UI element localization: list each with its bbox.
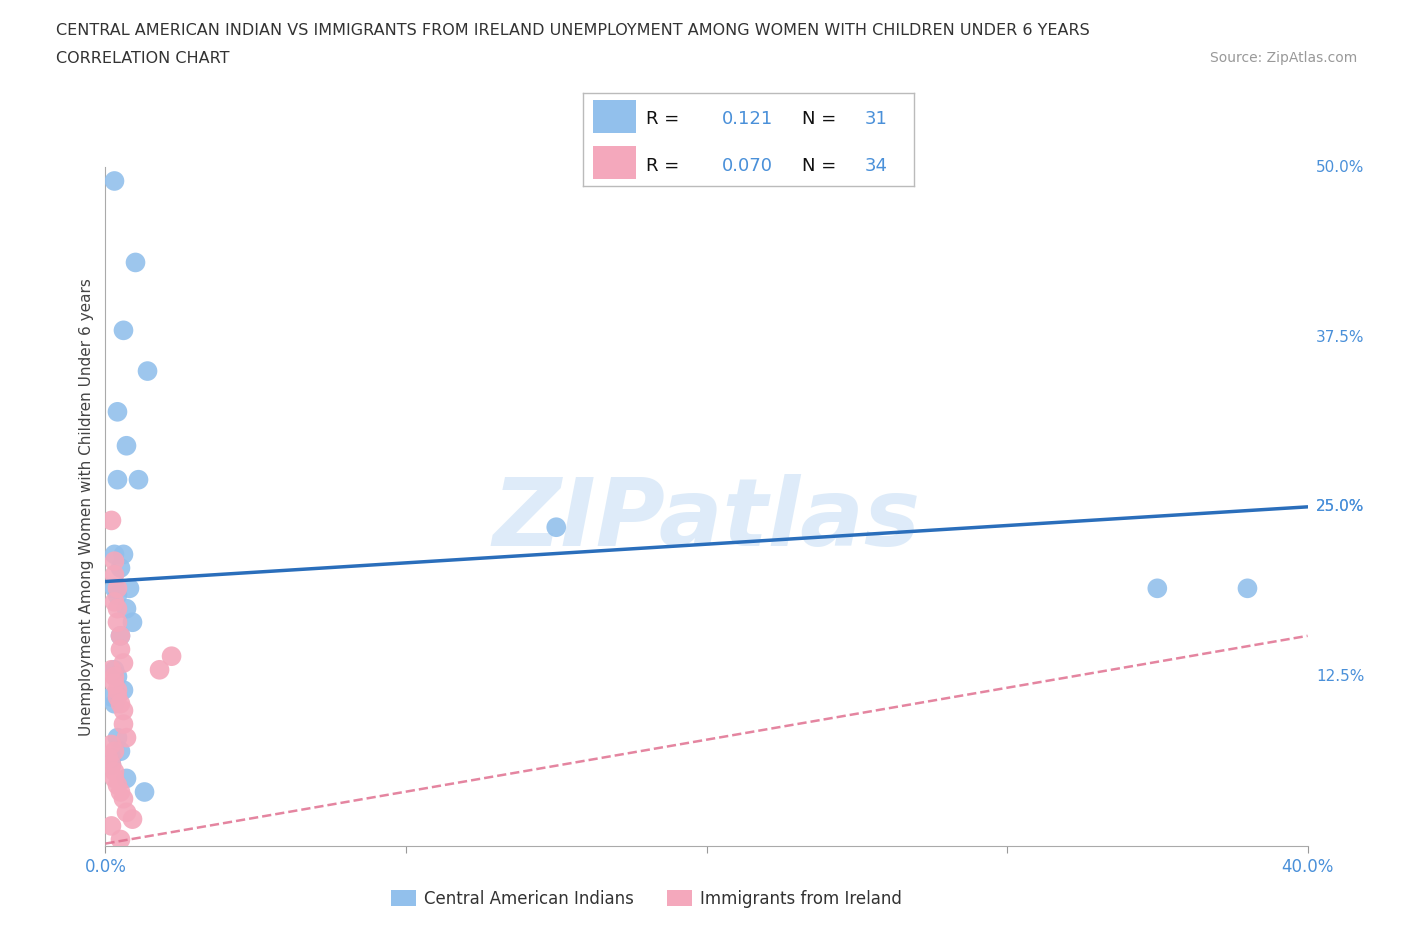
Point [107,405,129,419]
Point [110,561,132,576]
Text: ZIPatlas: ZIPatlas [492,474,921,566]
Point [110,642,132,657]
Text: 0.121: 0.121 [723,110,773,128]
Point [115,771,138,786]
Point [110,697,132,711]
Point [110,785,132,800]
Text: 25.0%: 25.0% [1316,499,1364,514]
Point [121,615,143,630]
Point [103,581,125,596]
Text: 37.5%: 37.5% [1316,329,1364,345]
Point [100,757,122,772]
Text: 0.070: 0.070 [723,156,773,175]
Point [100,737,122,751]
Point [107,588,129,603]
Point [103,771,125,786]
Point [110,629,132,644]
Text: R =: R = [647,156,679,175]
Point [107,730,129,745]
Point [107,602,129,617]
Text: 12.5%: 12.5% [1316,669,1364,684]
Point [112,656,135,671]
Point [124,255,146,270]
Point [110,629,132,644]
Point [134,785,156,800]
Point [115,805,138,820]
Point [115,730,138,745]
Point [103,553,125,568]
Text: CENTRAL AMERICAN INDIAN VS IMMIGRANTS FROM IRELAND UNEMPLOYMENT AMONG WOMEN WITH: CENTRAL AMERICAN INDIAN VS IMMIGRANTS FR… [56,23,1090,38]
Point [103,567,125,582]
Point [136,364,159,379]
Point [103,547,125,562]
Point [107,472,129,487]
Text: 50.0%: 50.0% [1316,160,1364,175]
Text: 31: 31 [865,110,887,128]
Point [115,602,138,617]
Point [103,697,125,711]
Bar [593,100,637,133]
Point [103,744,125,759]
Text: CORRELATION CHART: CORRELATION CHART [56,51,229,66]
Point [112,703,135,718]
Point [103,594,125,609]
Legend: Central American Indians, Immigrants from Ireland: Central American Indians, Immigrants fro… [385,884,907,912]
Text: N =: N = [801,110,835,128]
Point [121,812,143,827]
Point [107,683,129,698]
Text: R =: R = [647,110,679,128]
Point [103,662,125,677]
Point [103,174,125,189]
Point [546,520,568,535]
Point [103,764,125,779]
Point [107,777,129,792]
Point [115,438,138,453]
Point [100,513,122,528]
Point [100,757,122,772]
Point [100,689,122,704]
Text: 25.0%: 25.0% [1316,499,1364,514]
Point [148,662,170,677]
Point [112,683,135,698]
Point [100,751,122,765]
Point [107,615,129,630]
Text: 34: 34 [865,156,887,175]
Point [1146,581,1168,596]
Text: N =: N = [801,156,835,175]
Point [128,472,150,487]
Point [97,751,120,765]
Point [112,791,135,806]
Point [110,744,132,759]
Point [118,581,141,596]
Point [112,717,135,732]
Point [160,649,183,664]
Point [100,818,122,833]
Point [103,676,125,691]
Point [107,689,129,704]
Y-axis label: Unemployment Among Women with Children Under 6 years: Unemployment Among Women with Children U… [79,278,94,736]
Point [103,670,125,684]
Point [107,581,129,596]
Point [100,662,122,677]
Point [112,323,135,338]
Point [107,670,129,684]
Point [112,547,135,562]
Point [1236,581,1258,596]
Text: Source: ZipAtlas.com: Source: ZipAtlas.com [1209,51,1357,65]
Bar [593,146,637,179]
Point [110,832,132,847]
